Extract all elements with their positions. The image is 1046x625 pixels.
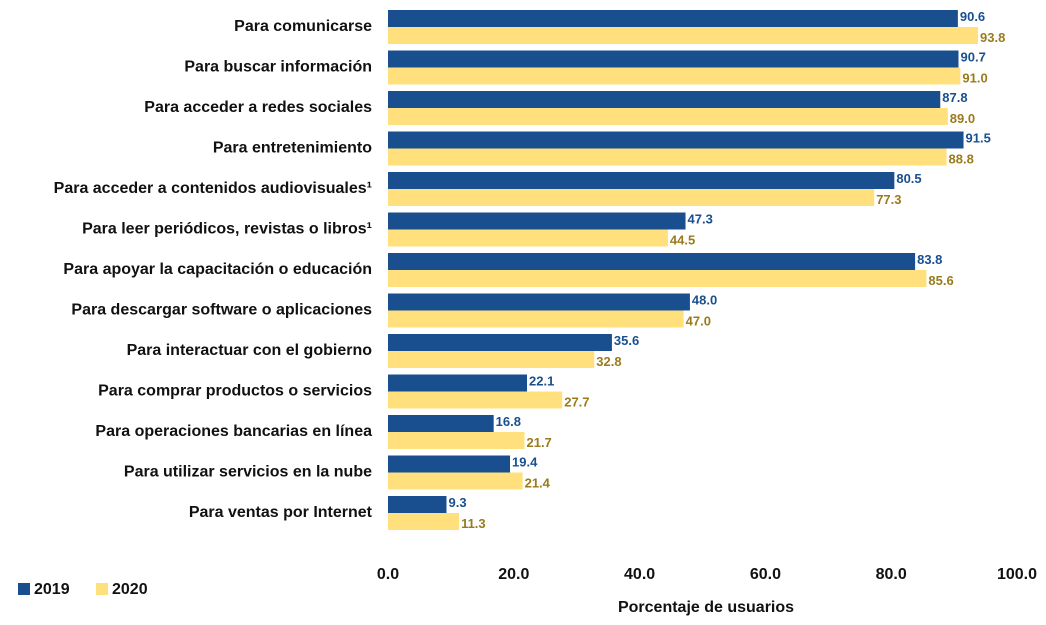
bar bbox=[388, 253, 916, 270]
bar bbox=[388, 189, 875, 206]
value-label: 85.6 bbox=[928, 273, 953, 288]
bar bbox=[388, 172, 895, 189]
value-label: 77.3 bbox=[876, 192, 901, 207]
category-label: Para descargar software o aplicaciones bbox=[71, 302, 372, 319]
category-label: Para apoyar la capacitación o educación bbox=[63, 261, 372, 278]
bar bbox=[388, 496, 447, 513]
value-label: 19.4 bbox=[512, 454, 538, 469]
x-tick-label: 100.0 bbox=[997, 566, 1037, 583]
bar bbox=[388, 455, 511, 473]
value-label: 35.6 bbox=[614, 333, 639, 348]
value-label: 88.8 bbox=[949, 151, 974, 166]
x-tick-label: 80.0 bbox=[876, 566, 907, 583]
value-label: 47.3 bbox=[688, 211, 713, 226]
bar bbox=[388, 432, 525, 449]
value-label: 27.7 bbox=[564, 394, 589, 409]
bar bbox=[388, 391, 563, 409]
value-label: 9.3 bbox=[448, 495, 466, 510]
bar bbox=[388, 472, 523, 490]
bar bbox=[388, 351, 595, 368]
value-label: 93.8 bbox=[980, 30, 1005, 45]
bar bbox=[388, 293, 690, 311]
value-label: 22.1 bbox=[529, 373, 554, 388]
bar bbox=[388, 50, 959, 68]
bar bbox=[388, 131, 964, 149]
value-label: 89.0 bbox=[950, 111, 975, 126]
value-label: 48.0 bbox=[692, 292, 717, 307]
bar bbox=[388, 91, 941, 108]
value-label: 91.5 bbox=[966, 130, 991, 145]
bar bbox=[388, 513, 460, 530]
bar bbox=[388, 310, 684, 328]
bar bbox=[388, 374, 528, 392]
bar bbox=[388, 27, 979, 44]
x-tick-label: 0.0 bbox=[377, 566, 399, 583]
legend-swatch bbox=[96, 583, 108, 595]
value-label: 44.5 bbox=[670, 232, 695, 247]
category-label: Para interactuar con el gobierno bbox=[127, 342, 373, 359]
bar bbox=[388, 10, 958, 27]
bar bbox=[388, 212, 686, 230]
value-label: 87.8 bbox=[942, 90, 967, 105]
category-label: Para acceder a redes sociales bbox=[144, 99, 372, 116]
bar bbox=[388, 415, 494, 432]
value-label: 90.6 bbox=[960, 9, 985, 24]
value-label: 80.5 bbox=[896, 171, 921, 186]
category-label: Para entretenimiento bbox=[213, 140, 372, 157]
value-label: 21.4 bbox=[525, 475, 551, 490]
x-tick-label: 20.0 bbox=[498, 566, 529, 583]
category-label: Para leer periódicos, revistas o libros¹ bbox=[82, 221, 372, 238]
bar bbox=[388, 67, 961, 85]
value-label: 91.0 bbox=[962, 70, 987, 85]
category-label: Para acceder a contenidos audiovisuales¹ bbox=[54, 180, 372, 197]
legend-swatch bbox=[18, 583, 30, 595]
category-label: Para ventas por Internet bbox=[189, 504, 373, 521]
bar bbox=[388, 148, 947, 166]
value-label: 47.0 bbox=[686, 313, 711, 328]
category-label: Para comunicarse bbox=[234, 18, 372, 35]
value-label: 90.7 bbox=[961, 49, 986, 64]
category-label: Para utilizar servicios en la nube bbox=[124, 464, 372, 481]
x-tick-label: 60.0 bbox=[750, 566, 781, 583]
category-label: Para operaciones bancarias en línea bbox=[95, 423, 372, 440]
value-label: 16.8 bbox=[496, 414, 521, 429]
bar bbox=[388, 270, 927, 287]
value-label: 11.3 bbox=[461, 516, 486, 531]
category-label: Para comprar productos o servicios bbox=[98, 383, 372, 400]
bar bbox=[388, 108, 948, 125]
legend-label: 2020 bbox=[112, 581, 148, 598]
bar bbox=[388, 229, 668, 247]
value-label: 32.8 bbox=[596, 354, 621, 369]
value-label: 21.7 bbox=[526, 435, 551, 450]
x-axis-label: Porcentaje de usuarios bbox=[618, 599, 794, 616]
category-label: Para buscar información bbox=[184, 59, 372, 76]
x-tick-label: 40.0 bbox=[624, 566, 655, 583]
bar bbox=[388, 334, 612, 351]
value-label: 83.8 bbox=[917, 252, 942, 267]
legend-label: 2019 bbox=[34, 581, 70, 598]
